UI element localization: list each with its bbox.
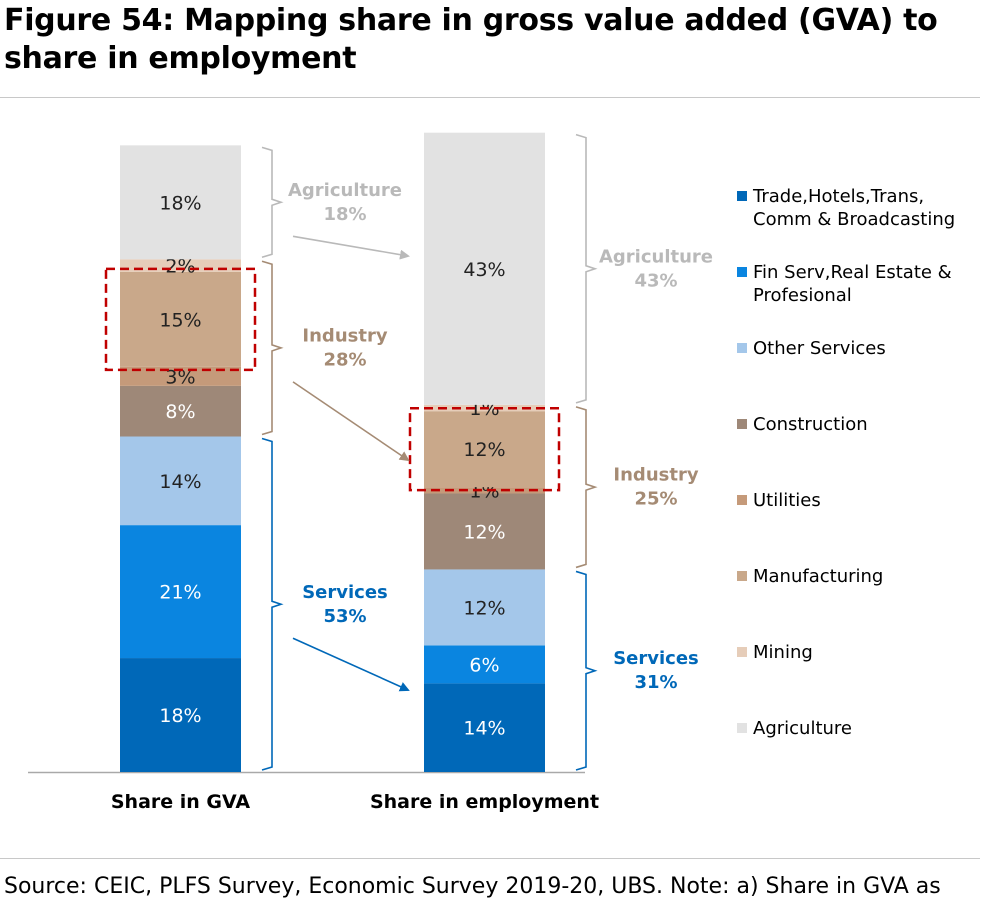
data-label-1-0: 21% xyxy=(159,582,201,604)
group-value-1-1: 25% xyxy=(634,489,677,510)
group-bracket-0-0 xyxy=(261,146,284,259)
legend-swatch-6 xyxy=(737,647,747,657)
data-label-3-0: 8% xyxy=(165,401,195,423)
data-label-7-1: 43% xyxy=(463,259,505,281)
group-name-0-1: Agriculture xyxy=(599,246,713,267)
bar-segment-2-1 xyxy=(424,569,545,646)
data-label-0-1: 14% xyxy=(463,718,505,740)
group-name-0-0: Agriculture xyxy=(288,180,402,201)
group-name-1-0: Industry xyxy=(302,325,387,346)
data-label-2-0: 14% xyxy=(159,471,201,493)
group-value-2-0: 53% xyxy=(323,606,366,627)
group-bracket-1-0 xyxy=(261,260,284,436)
bar-segment-3-0 xyxy=(120,385,241,437)
group-value-2-1: 31% xyxy=(634,672,677,693)
highlight-box-1 xyxy=(408,406,561,492)
legend-label-6: Mining xyxy=(753,642,813,663)
legend-swatch-0 xyxy=(737,191,747,201)
group-value-1-0: 28% xyxy=(323,349,366,370)
legend-swatch-2 xyxy=(737,343,747,353)
x-tick-label-0: Share in GVA xyxy=(111,791,251,813)
data-label-0-0: 18% xyxy=(159,705,201,727)
bar-segment-0-1 xyxy=(424,683,545,772)
bar-segment-1-0 xyxy=(120,525,241,659)
legend-label-2: Other Services xyxy=(753,338,886,359)
group-bracket-2-0 xyxy=(261,437,284,771)
data-label-6-0: 2% xyxy=(165,256,195,278)
bar-segment-3-1 xyxy=(424,493,545,570)
legend-swatch-3 xyxy=(737,419,747,429)
bar-segment-7-0 xyxy=(120,145,241,260)
group-name-2-0: Services xyxy=(302,582,388,603)
footer-divider xyxy=(0,858,980,859)
source-note: Source: CEIC, PLFS Survey, Economic Surv… xyxy=(4,874,941,899)
chart-title: Figure 54: Mapping share in gross value … xyxy=(4,3,938,76)
bar-segment-5-1 xyxy=(424,411,545,488)
bar-segment-0-0 xyxy=(120,658,241,772)
group-arrow-1 xyxy=(292,381,410,462)
data-label-1-1: 6% xyxy=(469,654,499,676)
legend-label-7: Agriculture xyxy=(753,718,852,739)
data-label-3-1: 12% xyxy=(463,521,505,543)
data-label-5-1: 12% xyxy=(463,439,505,461)
highlight-box-0 xyxy=(104,267,257,372)
group-name-1-1: Industry xyxy=(613,465,698,486)
group-bracket-1-1 xyxy=(575,406,598,569)
legend-label-1: Fin Serv,Real Estate & Profesional xyxy=(753,262,952,306)
data-label-2-1: 12% xyxy=(463,597,505,619)
bar-segment-1-1 xyxy=(424,645,545,684)
bar-segment-7-1 xyxy=(424,132,545,405)
bar-segment-5-0 xyxy=(120,271,241,367)
legend-label-0: Trade,Hotels,Trans, Comm & Broadcasting xyxy=(752,186,955,230)
group-name-2-1: Services xyxy=(613,648,699,669)
group-bracket-2-1 xyxy=(575,570,598,771)
legend-swatch-4 xyxy=(737,495,747,505)
title-divider xyxy=(0,97,980,98)
data-label-5-0: 15% xyxy=(159,309,201,331)
legend-swatch-5 xyxy=(737,571,747,581)
data-label-7-0: 18% xyxy=(159,192,201,214)
legend-swatch-1 xyxy=(737,267,747,277)
bar-segment-2-0 xyxy=(120,436,241,526)
group-bracket-0-1 xyxy=(575,133,598,404)
data-label-4-0: 3% xyxy=(165,366,195,388)
group-arrow-0 xyxy=(292,235,410,260)
bar-segment-4-1 xyxy=(424,487,545,494)
group-arrow-2 xyxy=(292,637,410,692)
group-value-0-0: 18% xyxy=(323,204,366,225)
legend-swatch-7 xyxy=(737,723,747,733)
x-tick-label-1: Share in employment xyxy=(370,791,599,813)
group-value-0-1: 43% xyxy=(634,270,677,291)
legend-label-4: Utilities xyxy=(753,490,821,511)
bar-segment-4-0 xyxy=(120,366,241,386)
legend-label-3: Construction xyxy=(753,414,868,435)
stacked-bar-chart: 18% 21% 14% 8% 3% 15% 2% 18% Share in GVA 14% 6% 12… xyxy=(28,132,955,813)
legend-label-5: Manufacturing xyxy=(753,566,883,587)
